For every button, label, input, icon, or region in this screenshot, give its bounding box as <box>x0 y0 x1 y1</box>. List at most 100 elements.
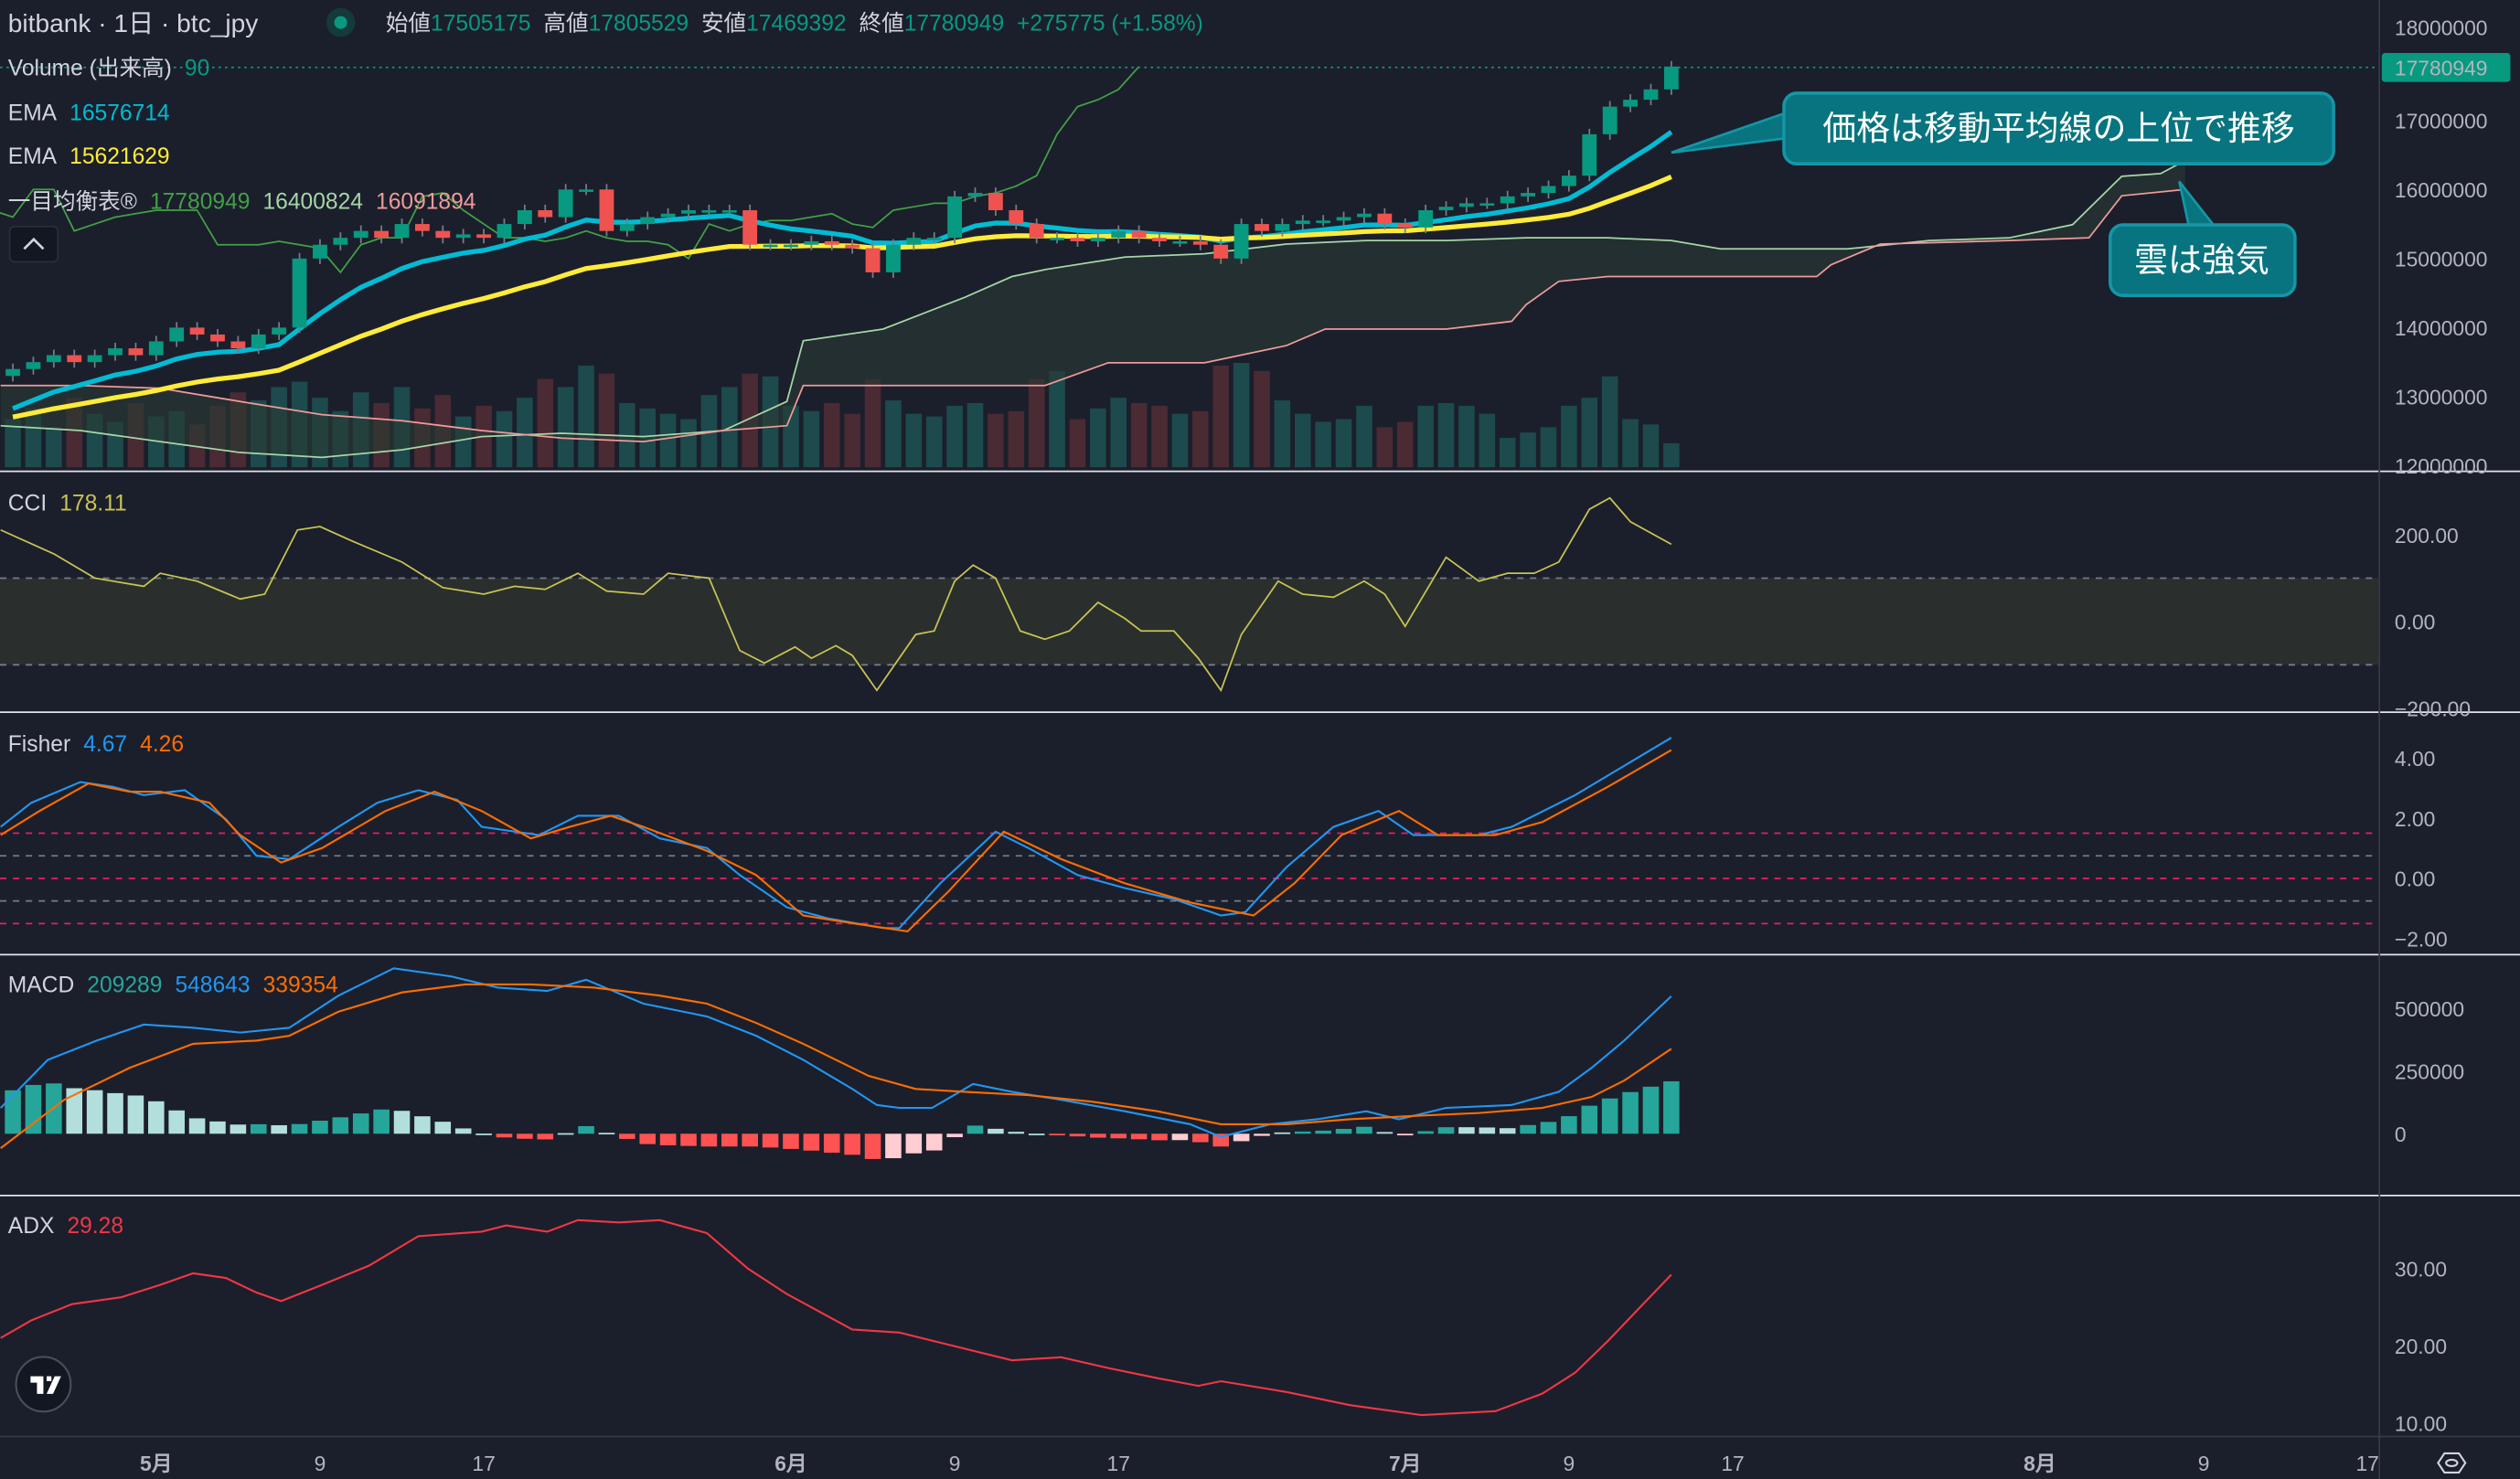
price-pane[interactable] <box>0 60 2379 468</box>
candle[interactable] <box>46 355 61 363</box>
candle[interactable] <box>497 224 512 239</box>
axes[interactable]: 18000000 17000000 16000000 15000000 14000000… <box>140 16 2511 1476</box>
candle[interactable] <box>5 368 20 377</box>
candle[interactable] <box>1521 193 1536 197</box>
candle[interactable] <box>824 240 839 245</box>
candle[interactable] <box>1479 203 1495 207</box>
candle[interactable] <box>967 193 983 197</box>
candle[interactable] <box>169 327 185 342</box>
candle[interactable] <box>1561 176 1576 186</box>
cci-pane[interactable] <box>0 496 2379 693</box>
ema-fast-legend[interactable]: EMA 16576714 <box>8 101 170 126</box>
macd-legend[interactable]: MACD 209289 548643 339354 <box>8 974 338 998</box>
candle[interactable] <box>1233 224 1249 259</box>
candle[interactable] <box>599 189 614 231</box>
tradingview-logo[interactable] <box>15 1356 72 1413</box>
candle[interactable] <box>1009 209 1024 225</box>
candle[interactable] <box>1111 230 1127 239</box>
candle[interactable] <box>558 189 573 218</box>
candle[interactable] <box>1623 100 1638 107</box>
candle[interactable] <box>1316 220 1331 223</box>
candle[interactable] <box>1152 238 1167 241</box>
candle[interactable] <box>681 209 696 214</box>
callout-box[interactable] <box>2109 223 2297 298</box>
candle[interactable] <box>763 244 778 248</box>
candle[interactable] <box>640 217 656 225</box>
candle[interactable] <box>415 224 430 231</box>
candle[interactable] <box>1295 220 1310 225</box>
candle[interactable] <box>988 193 1003 210</box>
adx-legend[interactable]: ADX 29.28 <box>8 1214 123 1239</box>
candle[interactable] <box>1663 66 1679 90</box>
candle[interactable] <box>353 230 368 239</box>
candle[interactable] <box>1090 238 1105 241</box>
ichimoku-legend[interactable]: 一目均衡表® 17780949 16400824 16091894 <box>8 188 476 214</box>
candle[interactable] <box>189 327 205 335</box>
chart-settings-button[interactable] <box>2437 1452 2467 1474</box>
candle[interactable] <box>1192 240 1208 245</box>
candle[interactable] <box>26 362 41 369</box>
candle[interactable] <box>1582 133 1597 176</box>
candle[interactable] <box>1070 238 1085 241</box>
candle[interactable] <box>374 230 390 239</box>
fisher-pane[interactable] <box>0 737 2379 933</box>
candle[interactable] <box>865 248 881 272</box>
candle[interactable] <box>1275 224 1290 231</box>
candle[interactable] <box>538 209 553 218</box>
candle[interactable] <box>476 234 491 239</box>
candle[interactable] <box>721 209 737 213</box>
candle[interactable] <box>1213 244 1229 259</box>
candle[interactable] <box>333 238 348 245</box>
candle[interactable] <box>455 234 471 239</box>
candle[interactable] <box>1541 186 1556 194</box>
candle[interactable] <box>742 209 758 245</box>
annotation-cloud-bullish[interactable]: 雲は強気 <box>2109 180 2297 298</box>
candle[interactable] <box>292 258 307 328</box>
collapse-legend-button[interactable] <box>8 225 59 263</box>
candle[interactable] <box>272 327 287 335</box>
candle[interactable] <box>394 224 410 239</box>
ema-slow-legend[interactable]: EMA 15621629 <box>8 144 170 169</box>
candle[interactable] <box>1397 224 1413 228</box>
adx-pane[interactable] <box>0 1218 1672 1417</box>
candle[interactable] <box>1336 217 1351 221</box>
candle[interactable] <box>660 213 676 218</box>
candle[interactable] <box>845 244 860 249</box>
candle[interactable] <box>926 238 942 240</box>
macd-pane[interactable] <box>0 967 1680 1159</box>
candle[interactable] <box>1377 213 1393 225</box>
candle[interactable] <box>1602 106 1618 134</box>
candle[interactable] <box>701 209 717 213</box>
symbol-title[interactable]: bitbank · 1日 · btc_jpy <box>8 9 258 37</box>
candle[interactable] <box>67 355 82 363</box>
candle[interactable] <box>1172 240 1188 244</box>
cci-legend[interactable]: CCI 178.11 <box>8 492 127 516</box>
candle[interactable] <box>1459 203 1474 207</box>
candle[interactable] <box>313 244 327 259</box>
candle[interactable] <box>1643 89 1659 101</box>
candle[interactable] <box>1131 230 1147 239</box>
candle[interactable] <box>906 238 922 245</box>
candle[interactable] <box>1255 224 1269 231</box>
candle[interactable] <box>1500 196 1515 204</box>
candle[interactable] <box>947 196 963 239</box>
candle[interactable] <box>210 334 225 342</box>
candle[interactable] <box>886 244 901 272</box>
candle[interactable] <box>1357 213 1372 218</box>
candle[interactable] <box>148 341 164 356</box>
volume-legend[interactable]: Volume (出来高) 90 <box>8 56 210 81</box>
candle[interactable] <box>251 334 266 349</box>
candle[interactable] <box>230 341 246 349</box>
candle[interactable] <box>1438 207 1454 210</box>
annotation-price-above-ma[interactable]: 価格は移動平均線の上位で推移 <box>1671 91 2335 165</box>
callout-box[interactable] <box>1782 91 2335 165</box>
fisher-legend[interactable]: Fisher 4.67 4.26 <box>8 732 184 757</box>
candle[interactable] <box>1029 224 1044 239</box>
candle[interactable] <box>804 240 819 245</box>
candle[interactable] <box>108 348 123 356</box>
candle[interactable] <box>1418 209 1434 228</box>
candle[interactable] <box>87 355 102 363</box>
candle[interactable] <box>579 189 593 192</box>
